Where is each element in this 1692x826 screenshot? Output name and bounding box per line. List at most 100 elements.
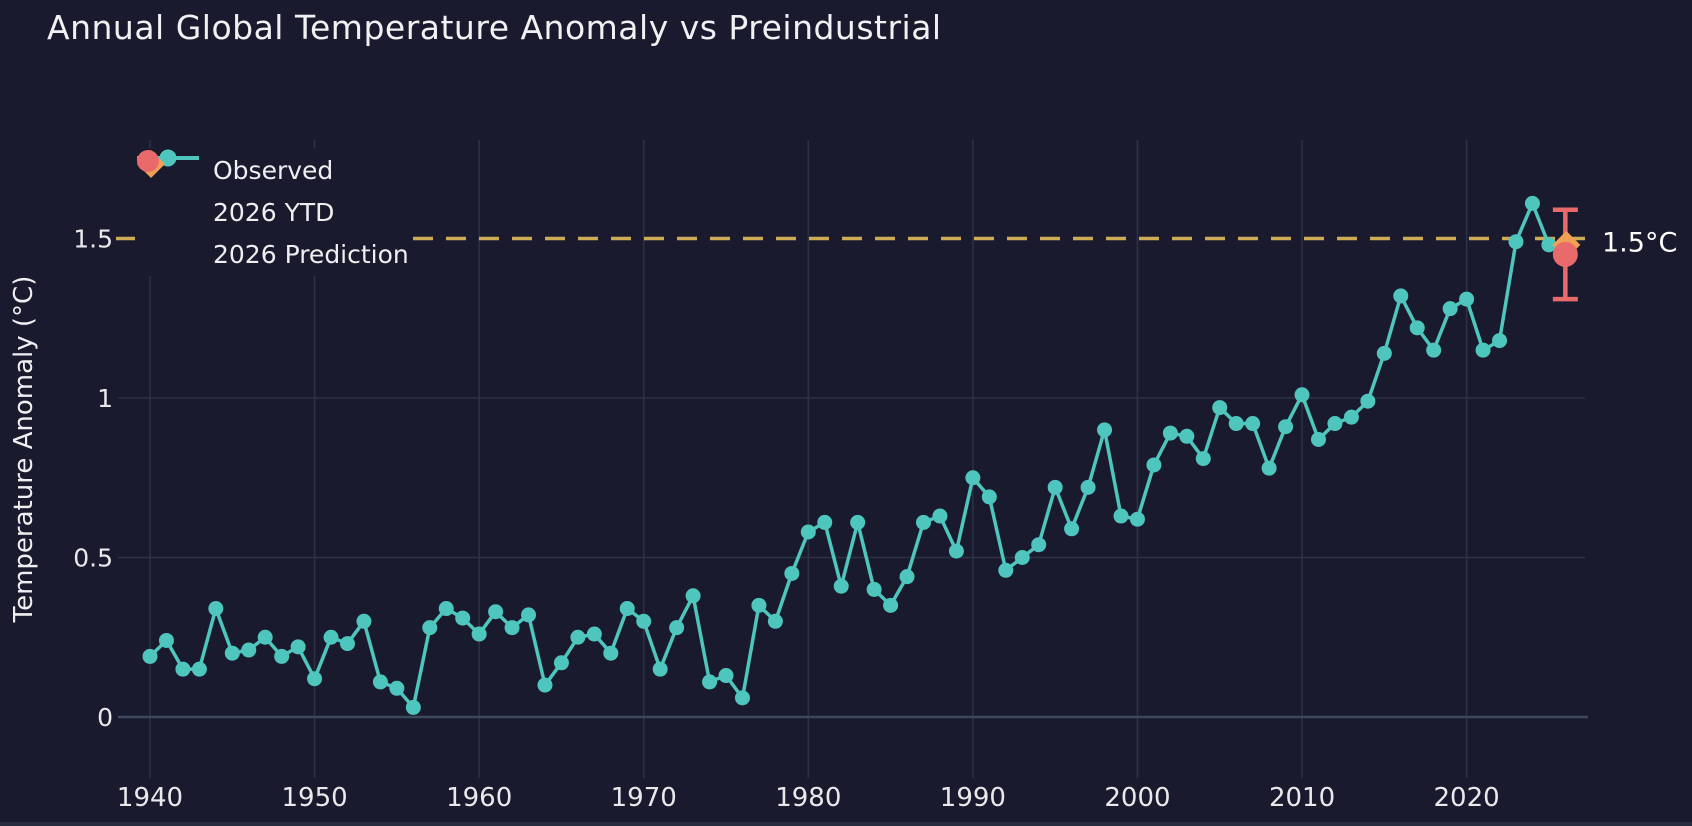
observed-point-1978[interactable] [767, 613, 783, 629]
observed-point-1990[interactable] [965, 470, 981, 486]
observed-point-2015[interactable] [1376, 345, 1392, 361]
observed-point-2014[interactable] [1360, 393, 1376, 409]
x-tick-label: 2010 [1269, 783, 1335, 813]
observed-point-1991[interactable] [981, 489, 997, 505]
observed-point-1951[interactable] [323, 629, 339, 645]
observed-point-1980[interactable] [800, 524, 816, 540]
observed-point-1947[interactable] [257, 629, 273, 645]
y-tick-label: 1.5 [73, 225, 113, 254]
observed-point-1959[interactable] [455, 610, 471, 626]
observed-point-1979[interactable] [784, 565, 800, 581]
legend-item-observed[interactable]: Observed [135, 149, 413, 190]
observed-point-1967[interactable] [586, 626, 602, 642]
observed-point-2017[interactable] [1409, 320, 1425, 336]
x-tick-label: 1980 [775, 783, 841, 813]
observed-point-1956[interactable] [405, 699, 421, 715]
observed-point-2002[interactable] [1162, 425, 1178, 441]
observed-point-1984[interactable] [866, 581, 882, 597]
observed-point-1971[interactable] [652, 661, 668, 677]
observed-point-2013[interactable] [1343, 409, 1359, 425]
legend-label-ytd: 2026 YTD [213, 197, 335, 227]
observed-point-1949[interactable] [290, 639, 306, 655]
observed-point-2024[interactable] [1524, 195, 1540, 211]
observed-point-2010[interactable] [1294, 387, 1310, 403]
legend-item-prediction[interactable]: 2026 Prediction [135, 150, 413, 274]
observed-point-1958[interactable] [438, 601, 454, 617]
observed-point-2021[interactable] [1475, 342, 1491, 358]
observed-point-2020[interactable] [1459, 291, 1475, 307]
observed-point-2009[interactable] [1278, 419, 1294, 435]
observed-point-1974[interactable] [702, 674, 718, 690]
observed-point-1954[interactable] [372, 674, 388, 690]
observed-point-1983[interactable] [850, 514, 866, 530]
observed-point-2007[interactable] [1245, 416, 1261, 432]
x-tick-label: 1990 [940, 783, 1006, 813]
observed-point-1992[interactable] [998, 562, 1014, 578]
observed-point-1969[interactable] [619, 601, 635, 617]
observed-point-1941[interactable] [158, 632, 174, 648]
observed-point-1963[interactable] [521, 607, 537, 623]
observed-point-1962[interactable] [504, 620, 520, 636]
observed-point-1985[interactable] [883, 597, 899, 613]
legend-item-ytd[interactable]: 2026 YTD [135, 150, 413, 232]
observed-point-1977[interactable] [751, 597, 767, 613]
observed-point-1987[interactable] [916, 514, 932, 530]
observed-point-2019[interactable] [1442, 301, 1458, 317]
observed-point-1943[interactable] [191, 661, 207, 677]
observed-point-1965[interactable] [553, 655, 569, 671]
observed-point-2005[interactable] [1212, 400, 1228, 416]
observed-point-1995[interactable] [1047, 479, 1063, 495]
observed-point-2018[interactable] [1426, 342, 1442, 358]
observed-point-1946[interactable] [241, 642, 257, 658]
observed-point-1989[interactable] [948, 543, 964, 559]
observed-point-1968[interactable] [603, 645, 619, 661]
observed-point-1994[interactable] [1031, 537, 1047, 553]
threshold-annotation: 1.5°C [1602, 228, 1677, 259]
observed-point-2003[interactable] [1179, 428, 1195, 444]
observed-point-1957[interactable] [422, 620, 438, 636]
observed-point-1972[interactable] [669, 620, 685, 636]
observed-point-2000[interactable] [1129, 511, 1145, 527]
observed-point-2023[interactable] [1508, 234, 1524, 250]
x-tick-label: 1940 [117, 783, 183, 813]
observed-point-1945[interactable] [224, 645, 240, 661]
observed-point-1975[interactable] [718, 668, 734, 684]
observed-point-2016[interactable] [1393, 288, 1409, 304]
observed-point-1960[interactable] [471, 626, 487, 642]
observed-point-1998[interactable] [1097, 422, 1113, 438]
observed-point-1976[interactable] [734, 690, 750, 706]
observed-point-1973[interactable] [685, 588, 701, 604]
observed-point-1948[interactable] [274, 648, 290, 664]
y-tick-label: 0.5 [73, 544, 113, 573]
observed-point-1961[interactable] [488, 604, 504, 620]
observed-point-1997[interactable] [1080, 479, 1096, 495]
observed-point-2006[interactable] [1228, 416, 1244, 432]
observed-line [148, 201, 1551, 710]
observed-point-1966[interactable] [570, 629, 586, 645]
observed-point-2011[interactable] [1310, 431, 1326, 447]
observed-point-1952[interactable] [339, 636, 355, 652]
observed-point-2008[interactable] [1261, 460, 1277, 476]
observed-point-1996[interactable] [1064, 521, 1080, 537]
observed-point-1942[interactable] [175, 661, 191, 677]
observed-point-1988[interactable] [932, 508, 948, 524]
observed-point-1982[interactable] [833, 578, 849, 594]
observed-point-1986[interactable] [899, 569, 915, 585]
observed-point-1950[interactable] [307, 671, 323, 687]
observed-point-1955[interactable] [389, 680, 405, 696]
observed-point-2004[interactable] [1195, 451, 1211, 467]
observed-point-1940[interactable] [142, 648, 158, 664]
observed-point-1953[interactable] [356, 613, 372, 629]
observed-point-2022[interactable] [1492, 333, 1508, 349]
observed-point-1993[interactable] [1014, 550, 1030, 565]
observed-point-1970[interactable] [636, 613, 652, 629]
observed-point-1964[interactable] [537, 677, 553, 693]
observed-point-2012[interactable] [1327, 416, 1343, 432]
observed-point-2025[interactable] [1541, 237, 1557, 253]
observed-point-1981[interactable] [817, 514, 833, 530]
y-tick-label: 0 [97, 703, 113, 732]
prediction-point[interactable] [1552, 241, 1578, 267]
observed-point-1999[interactable] [1113, 508, 1129, 524]
observed-point-2001[interactable] [1146, 457, 1162, 473]
observed-point-1944[interactable] [208, 601, 224, 617]
